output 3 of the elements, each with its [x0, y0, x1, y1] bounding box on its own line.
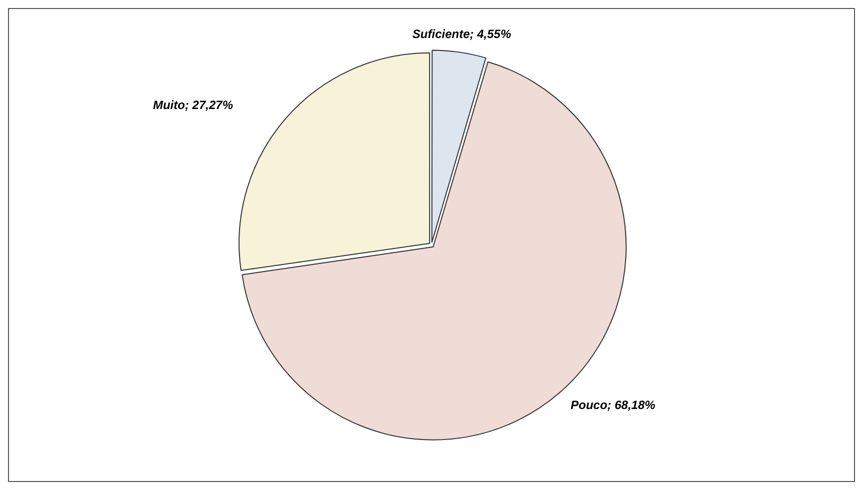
slice-label: Suficiente; 4,55% — [412, 26, 512, 41]
slice-label: Muito; 27,27% — [152, 98, 234, 112]
slice-label: Pouco; 68,18% — [570, 398, 656, 412]
